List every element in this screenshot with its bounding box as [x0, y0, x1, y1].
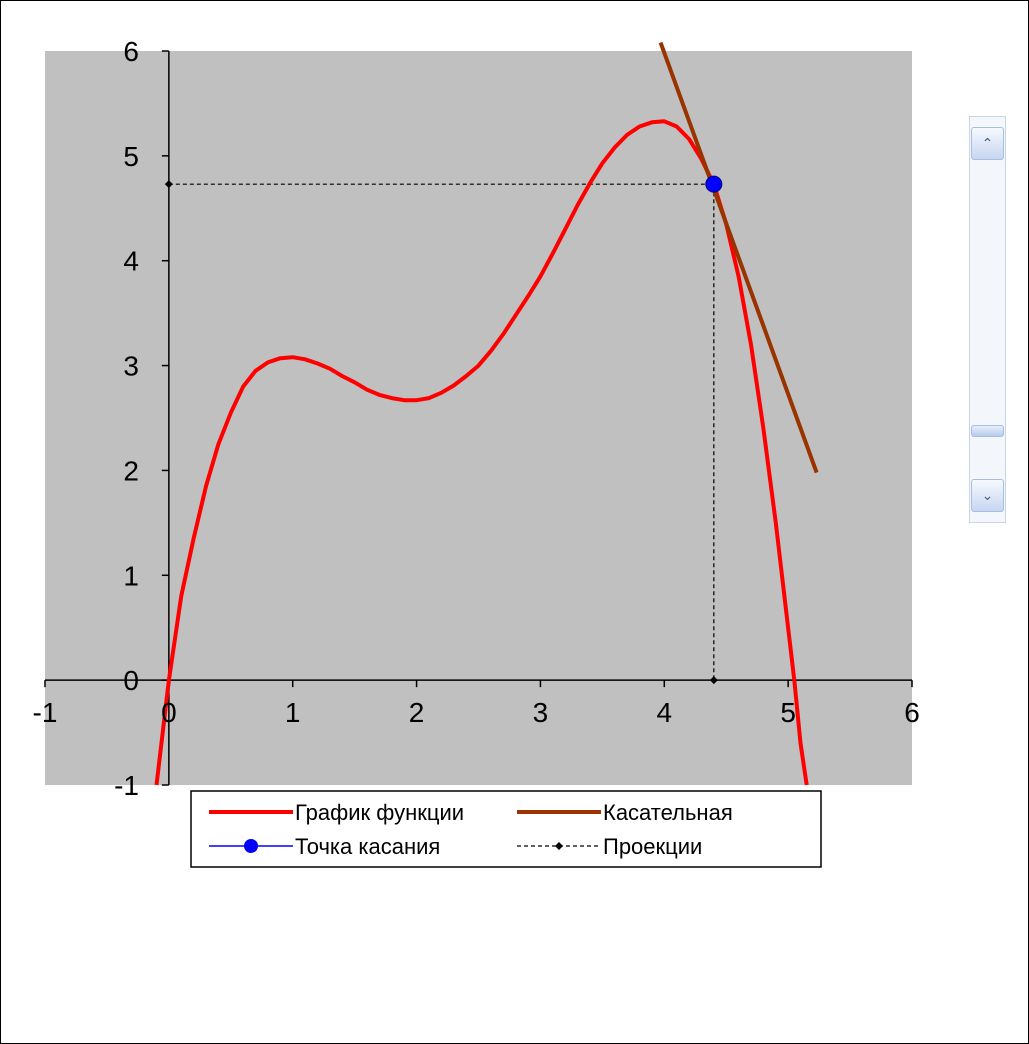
scrollbar-thumb[interactable] [971, 425, 1004, 437]
projection-point [709, 676, 718, 685]
x-tick-label: 6 [904, 697, 920, 728]
chevron-up-icon: ⌃ [981, 135, 994, 152]
y-tick-label: 6 [123, 36, 139, 67]
y-tick-label: 3 [123, 351, 139, 382]
legend-label: Точка касания [295, 834, 440, 859]
y-tick-label: -1 [114, 770, 139, 801]
y-tick-label: 4 [123, 246, 139, 277]
tangent-point-marker [705, 175, 723, 193]
y-tick-label: 1 [123, 560, 139, 591]
legend-box [190, 790, 822, 868]
x-tick-label: -1 [33, 697, 58, 728]
scroll-up-button[interactable]: ⌃ [971, 127, 1004, 160]
legend-label: Касательная [603, 800, 733, 825]
legend-label: График функции [295, 800, 464, 825]
y-tick-label: 2 [123, 455, 139, 486]
projection-line [168, 183, 715, 681]
plot-area [45, 51, 912, 785]
x-tick-label: 0 [161, 697, 177, 728]
projection-point [164, 180, 173, 189]
legend-label: Проекции [603, 834, 702, 859]
scroll-down-button[interactable]: ⌄ [971, 479, 1004, 512]
x-tick-label: 5 [780, 697, 796, 728]
y-tick-label: 0 [123, 665, 139, 696]
vertical-scrollbar[interactable]: ⌃ ⌄ [969, 116, 1006, 523]
x-tick-label: 3 [533, 697, 549, 728]
y-tick-label: 5 [123, 141, 139, 172]
x-tick-label: 1 [285, 697, 301, 728]
chevron-down-icon: ⌄ [981, 487, 994, 504]
tangent-line [658, 41, 819, 474]
legend-swatch-marker [244, 839, 258, 853]
x-tick-label: 4 [656, 697, 672, 728]
x-tick-label: 2 [409, 697, 425, 728]
legend-swatch-marker [555, 842, 563, 850]
